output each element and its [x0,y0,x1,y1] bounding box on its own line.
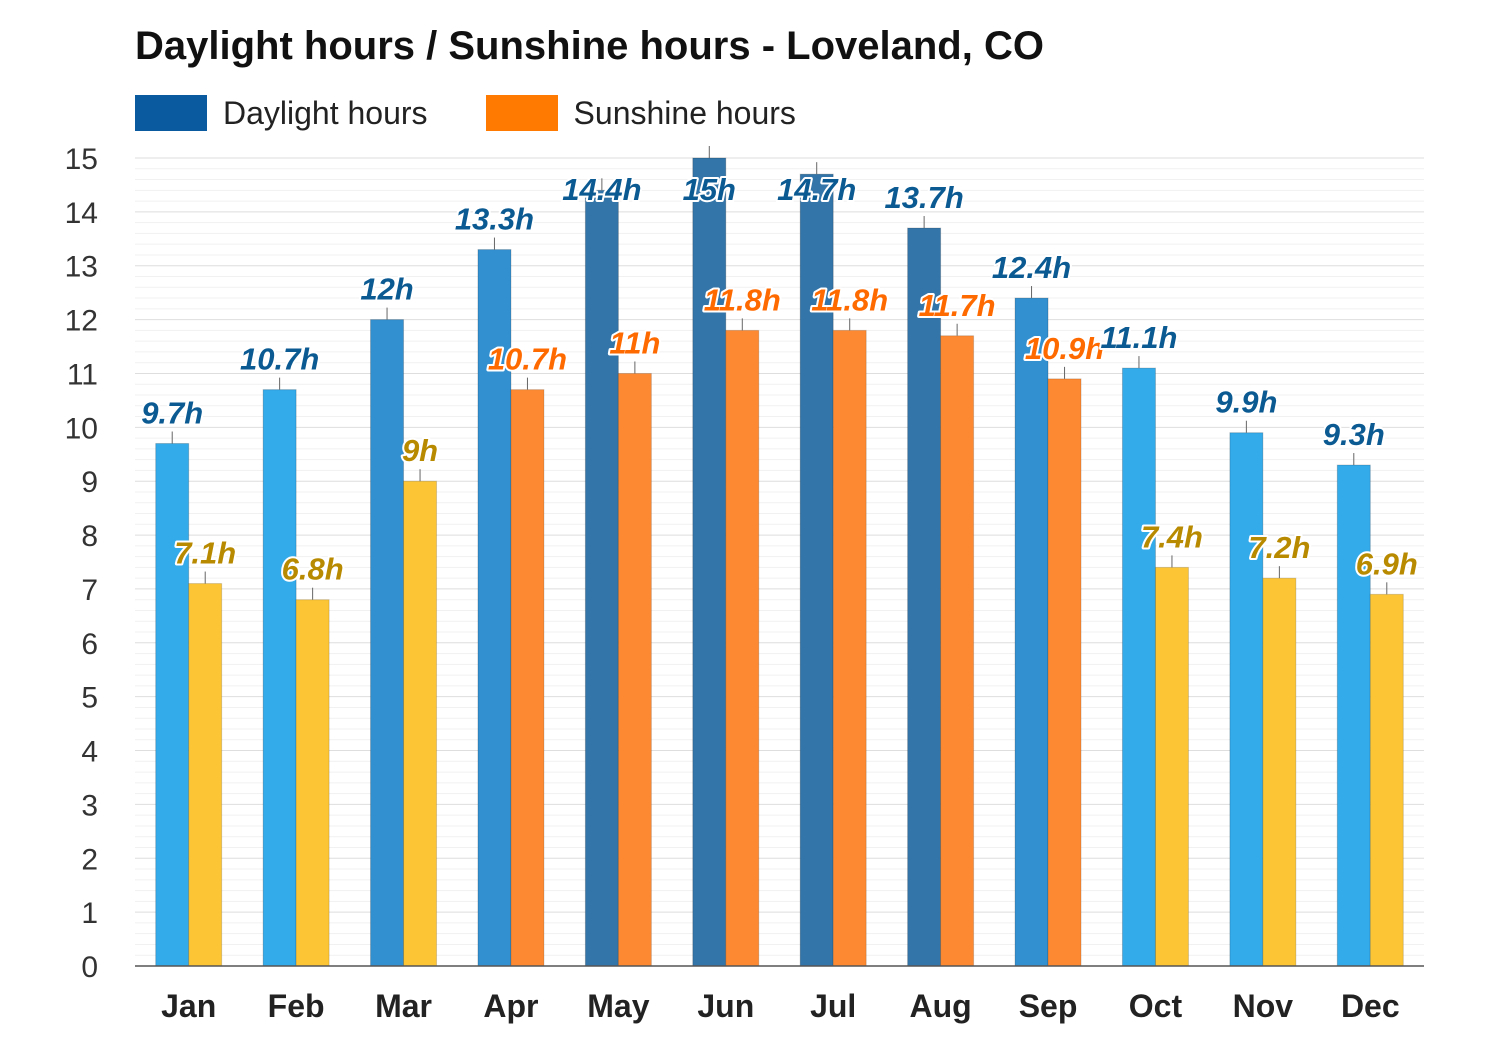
bar-sunshine-dec[interactable] [1369,593,1404,967]
data-label-daylight-feb: 10.7h [240,342,319,377]
y-tick-label: 13 [65,251,98,284]
y-tick-label: 7 [81,574,98,607]
data-label-daylight-dec: 9.3h [1323,417,1385,452]
bar-daylight-aug[interactable] [907,227,942,967]
y-tick-label: 14 [65,197,98,230]
bar-daylight-oct[interactable] [1121,367,1156,967]
x-tick-label-feb: Feb [268,988,325,1024]
bar-daylight-jan[interactable] [155,442,190,967]
y-tick-label: 3 [81,789,98,822]
grid-layer [135,157,1424,967]
data-label-daylight-nov: 9.9h [1215,385,1277,420]
bar-sunshine-sep[interactable] [1047,378,1082,967]
data-label-daylight-jun: 15h [683,172,736,207]
x-tick-label-oct: Oct [1129,988,1183,1024]
legend-item-daylight[interactable]: Daylight hours [135,95,428,132]
labels-layer: 9.7h 7.1h 10.7h 6.8h 12h 9h 13.3h 10.7h 14.4h 11h… [139,170,1420,589]
y-tick-label: 2 [81,843,98,876]
bar-sunshine-nov[interactable] [1262,577,1297,967]
data-label-daylight-aug: 13.7h [884,180,963,215]
bar-daylight-sep[interactable] [1014,297,1049,967]
data-label-sunshine-dec: 6.9h [1356,546,1418,581]
data-label-sunshine-jul: 11.8h [811,282,888,317]
y-tick-label: 10 [65,412,98,445]
data-label-sunshine-feb: 6.8h [282,552,344,587]
data-label-daylight-sep: 12.4h [992,250,1071,285]
x-tick-label-sep: Sep [1019,988,1078,1024]
data-label-sunshine-may: 11h [609,325,660,360]
legend: Daylight hours Sunshine hours [135,93,854,133]
legend-label-daylight: Daylight hours [223,94,428,131]
data-label-daylight-jan: 9.7h [141,395,203,430]
data-label-daylight-jul: 14.7h [777,172,856,207]
y-tick-label: 9 [81,466,98,499]
x-tick-label-mar: Mar [375,988,432,1024]
y-tick-label: 6 [81,628,98,661]
x-tick-label-may: May [587,988,649,1024]
bar-daylight-jun[interactable] [692,157,727,967]
data-label-sunshine-aug: 11.7h [919,288,996,323]
legend-swatch-daylight [135,95,207,131]
y-tick-label: 11 [67,358,98,391]
data-label-sunshine-nov: 7.2h [1248,530,1310,565]
bar-sunshine-jun[interactable] [725,329,760,967]
x-tick-label-aug: Aug [910,988,972,1024]
data-label-daylight-may: 14.4h [562,172,641,207]
legend-label-sunshine: Sunshine hours [573,94,796,131]
y-tick-label: 5 [81,682,98,715]
data-label-sunshine-jun: 11.8h [704,282,781,317]
legend-item-sunshine[interactable]: Sunshine hours [485,94,796,132]
chart-title: Daylight hours / Sunshine hours - Lovela… [135,24,1044,68]
bar-sunshine-oct[interactable] [1154,566,1189,967]
y-tick-label: 1 [81,897,98,930]
y-tick-label: 4 [81,736,98,769]
bar-daylight-dec[interactable] [1336,464,1371,967]
x-tick-label-dec: Dec [1341,988,1400,1024]
data-label-daylight-oct: 11.1h [1100,320,1177,355]
bar-daylight-may[interactable] [584,189,619,967]
data-label-sunshine-jan: 7.1h [174,536,236,571]
bar-sunshine-feb[interactable] [295,599,330,967]
bar-daylight-mar[interactable] [370,319,405,967]
data-label-sunshine-oct: 7.4h [1141,519,1203,554]
y-tick-label: 15 [65,143,98,176]
data-label-daylight-mar: 12h [360,272,413,307]
bar-sunshine-mar[interactable] [403,480,438,967]
y-tick-label: 8 [81,520,98,553]
data-label-daylight-apr: 13.3h [455,202,534,237]
bar-daylight-apr[interactable] [477,249,512,967]
y-tick-label: 12 [65,305,98,338]
x-tick-label-jun: Jun [697,988,754,1024]
data-label-sunshine-apr: 10.7h [488,342,567,377]
bar-sunshine-jul[interactable] [832,329,867,967]
y-tick-label: 0 [81,951,98,984]
bar-daylight-nov[interactable] [1229,432,1264,967]
x-tick-label-jul: Jul [810,988,856,1024]
data-label-sunshine-mar: 9h [402,433,438,468]
bar-sunshine-aug[interactable] [940,335,975,967]
bar-sunshine-jan[interactable] [188,583,223,967]
x-tick-label-jan: Jan [161,988,216,1024]
legend-swatch-sunshine [485,95,558,131]
x-tick-label-apr: Apr [483,988,538,1024]
bar-daylight-feb[interactable] [262,389,297,967]
bar-sunshine-apr[interactable] [510,389,545,967]
bar-sunshine-may[interactable] [617,372,652,967]
x-tick-label-nov: Nov [1233,988,1294,1024]
data-label-sunshine-sep: 10.9h [1025,331,1104,366]
